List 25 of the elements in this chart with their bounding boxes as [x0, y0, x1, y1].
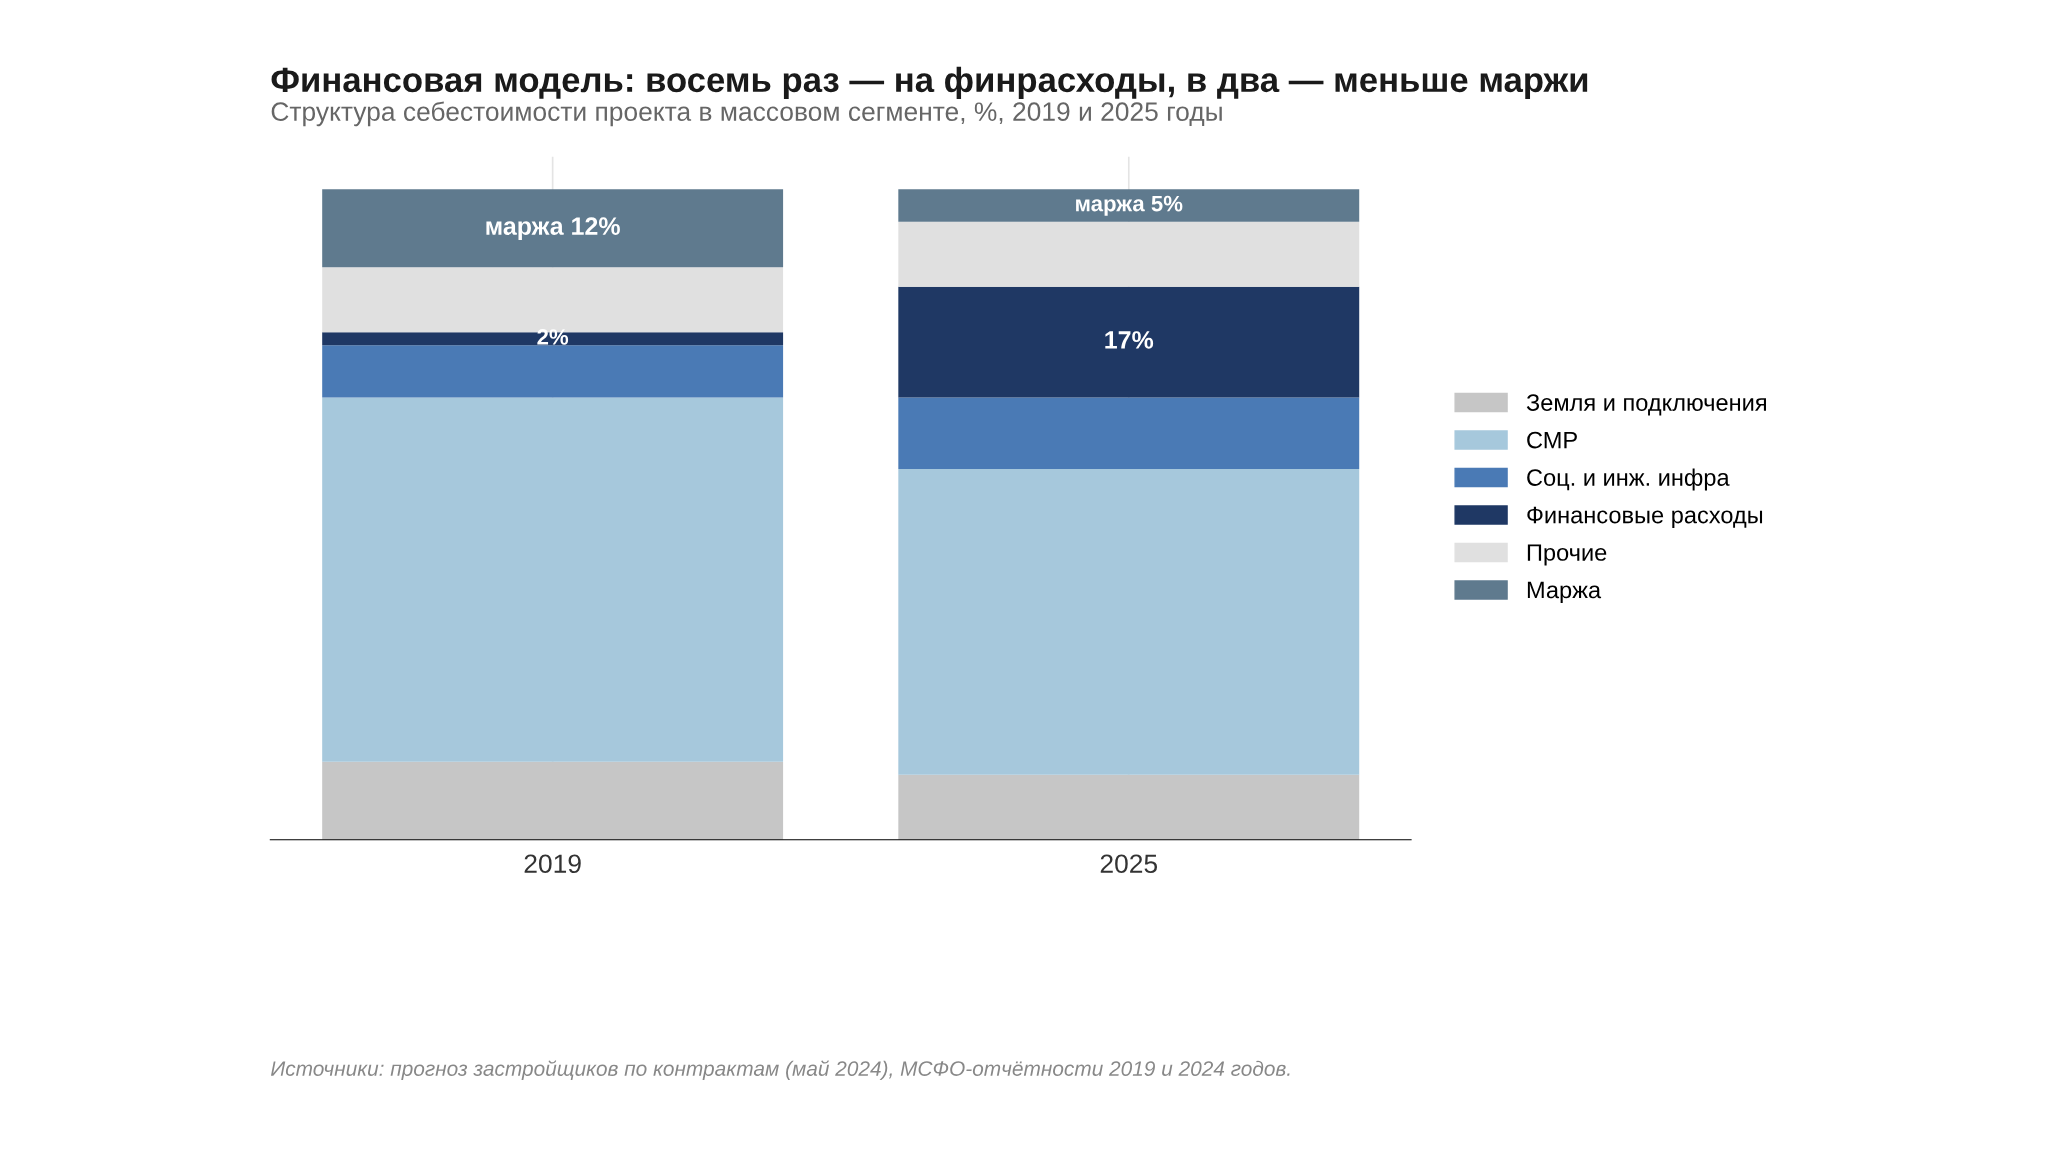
chart-subtitle: Структура себестоимости проекта в массовом сегменте, %, 2019 и 2025 годы	[271, 101, 1222, 127]
bar	[322, 345, 784, 398]
chart-title: Финансовая модель: восемь раз — на финрасходы, в два — меньше маржи	[271, 66, 1588, 100]
legend-label: Маржа	[1527, 581, 1602, 604]
bar	[898, 286, 1360, 398]
data-label: маржа 12%	[486, 217, 620, 240]
x-tick-label: 2019	[524, 854, 581, 874]
text: Источники: прогноз застройщиков по контрактам (май 2024), МСФО-отчётности 2019 и 2024 годов.	[270, 1060, 1290, 1081]
data-label: 17%	[1105, 331, 1154, 349]
legend-label: Финансовые расходы	[1527, 506, 1763, 529]
bar	[898, 468, 1360, 775]
bar	[898, 189, 1360, 222]
bar	[898, 774, 1360, 840]
legend-label: Прочие	[1527, 544, 1607, 566]
bar	[322, 397, 784, 762]
bar	[322, 761, 784, 840]
bar	[898, 397, 1360, 469]
data-label: 2%	[537, 329, 569, 345]
legend-label: Земля и подключения	[1526, 394, 1766, 416]
data-label: маржа 5%	[1076, 195, 1183, 216]
bar	[322, 189, 784, 268]
bar	[898, 221, 1360, 287]
legend-label: СМР	[1527, 431, 1577, 449]
x-tick-label: 2025	[1100, 854, 1158, 874]
legend-label: Соц. и инж. инфра	[1527, 468, 1730, 491]
